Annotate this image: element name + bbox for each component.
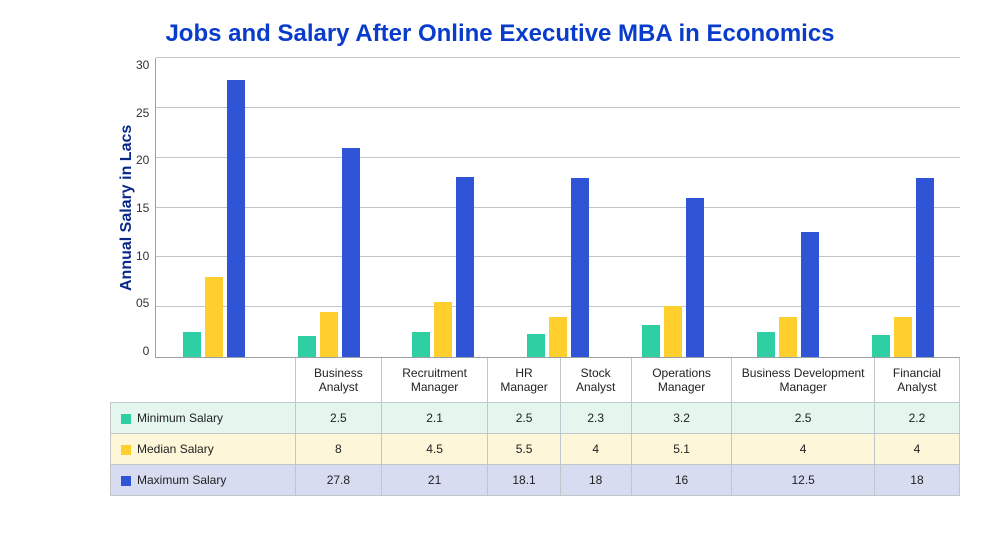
table-cell: 2.5 [732, 403, 874, 434]
table-cell: 4 [732, 434, 874, 465]
table-cell: 4 [560, 434, 631, 465]
table-row-header: Median Salary [111, 434, 296, 465]
table-category-header: Stock Analyst [560, 358, 631, 403]
bar-min [642, 325, 660, 357]
table-cell: 18.1 [488, 465, 560, 496]
table-cell: 2.2 [874, 403, 959, 434]
chart-area: Annual Salary in Lacs 30 25 20 15 10 05 0 [110, 58, 960, 358]
bar-median [205, 277, 223, 357]
table-corner-cell [111, 358, 296, 403]
bar-group [730, 58, 845, 357]
table-header-row: Business AnalystRecruitment ManagerHR Ma… [111, 358, 960, 403]
table-cell: 18 [560, 465, 631, 496]
y-tick-label: 05 [136, 296, 149, 310]
table-cell: 2.5 [488, 403, 560, 434]
bar-max [916, 178, 934, 357]
table-cell: 18 [874, 465, 959, 496]
legend-swatch [121, 414, 131, 424]
y-tick-label: 30 [136, 58, 149, 72]
table-cell: 8 [296, 434, 382, 465]
legend-label: Maximum Salary [137, 473, 226, 487]
bar-median [779, 317, 797, 357]
chart-title: Jobs and Salary After Online Executive M… [20, 20, 980, 48]
table-cell: 5.5 [488, 434, 560, 465]
bar-median [894, 317, 912, 357]
y-tick-label: 0 [143, 344, 150, 358]
table-cell: 12.5 [732, 465, 874, 496]
table-category-header: Financial Analyst [874, 358, 959, 403]
bar-median [434, 302, 452, 357]
legend-swatch [121, 476, 131, 486]
y-axis-ticks: 30 25 20 15 10 05 0 [136, 58, 155, 358]
bar-group [616, 58, 731, 357]
bar-median [549, 317, 567, 357]
table-row: Maximum Salary27.82118.1181612.518 [111, 465, 960, 496]
data-table: Business AnalystRecruitment ManagerHR Ma… [110, 357, 960, 496]
table-cell: 2.1 [381, 403, 488, 434]
bar-group [156, 58, 271, 357]
table-cell: 3.2 [631, 403, 732, 434]
legend-swatch [121, 445, 131, 455]
bar-max [801, 232, 819, 357]
bar-median [664, 306, 682, 357]
y-tick-label: 25 [136, 106, 149, 120]
y-axis-label: Annual Salary in Lacs [110, 58, 136, 358]
table-category-header: HR Manager [488, 358, 560, 403]
bar-min [183, 332, 201, 357]
bar-min [527, 334, 545, 357]
bar-min [298, 336, 316, 357]
bar-max [342, 148, 360, 357]
table-cell: 4 [874, 434, 959, 465]
bar-max [571, 178, 589, 357]
bar-groups [156, 58, 960, 357]
table-cell: 16 [631, 465, 732, 496]
bar-max [456, 177, 474, 357]
legend-label: Minimum Salary [137, 411, 223, 425]
table-row: Minimum Salary2.52.12.52.33.22.52.2 [111, 403, 960, 434]
table-row-header: Minimum Salary [111, 403, 296, 434]
y-tick-label: 10 [136, 249, 149, 263]
bar-median [320, 312, 338, 357]
legend-label: Median Salary [137, 442, 214, 456]
bar-max [686, 198, 704, 357]
bar-group [845, 58, 960, 357]
bar-max [227, 80, 245, 357]
table-cell: 4.5 [381, 434, 488, 465]
table-category-header: Operations Manager [631, 358, 732, 403]
bar-min [412, 332, 430, 357]
bar-min [757, 332, 775, 357]
table-category-header: Business Development Manager [732, 358, 874, 403]
table-category-header: Business Analyst [296, 358, 382, 403]
data-table-wrap: Business AnalystRecruitment ManagerHR Ma… [110, 358, 960, 496]
table-cell: 2.5 [296, 403, 382, 434]
bar-min [872, 335, 890, 357]
y-tick-label: 20 [136, 153, 149, 167]
plot-region [155, 58, 960, 358]
bar-group [386, 58, 501, 357]
table-row: Median Salary84.55.545.144 [111, 434, 960, 465]
table-row-header: Maximum Salary [111, 465, 296, 496]
y-tick-label: 15 [136, 201, 149, 215]
table-cell: 2.3 [560, 403, 631, 434]
table-cell: 5.1 [631, 434, 732, 465]
table-cell: 27.8 [296, 465, 382, 496]
table-category-header: Recruitment Manager [381, 358, 488, 403]
table-cell: 21 [381, 465, 488, 496]
bar-group [271, 58, 386, 357]
bar-group [501, 58, 616, 357]
